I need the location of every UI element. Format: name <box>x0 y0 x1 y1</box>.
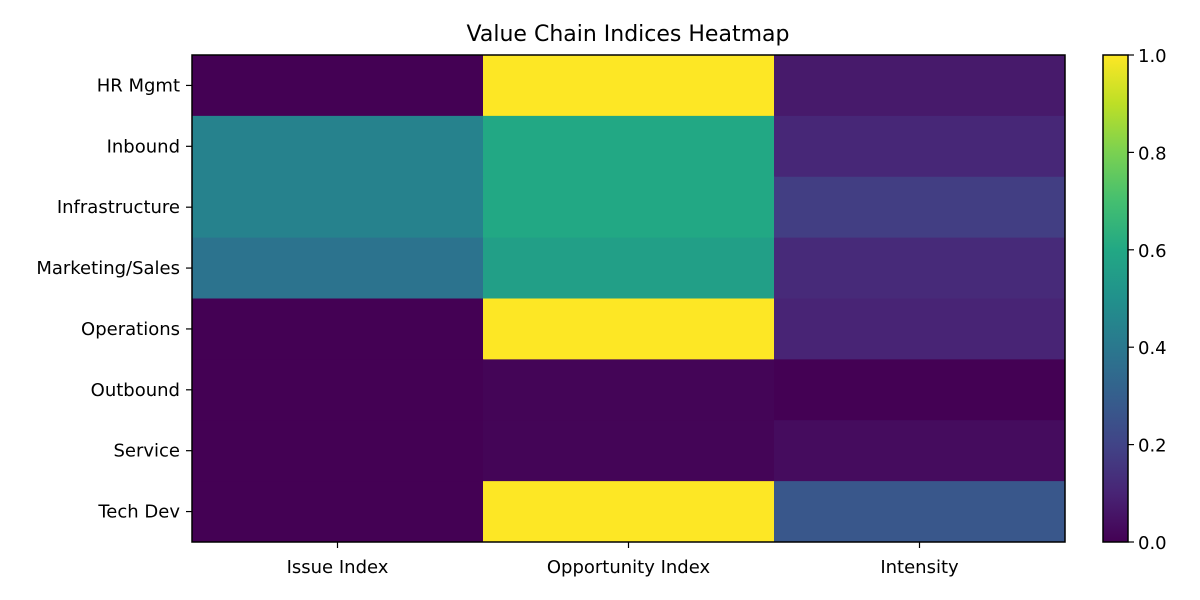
colorbar-tick-label: 1.0 <box>1138 46 1167 67</box>
heatmap-cell <box>483 298 775 360</box>
heatmap-cell <box>483 237 775 299</box>
row-label: Inbound <box>107 136 180 157</box>
heatmap-cell <box>483 55 775 117</box>
heatmap-cell <box>774 237 1066 299</box>
heatmap-cell <box>483 359 775 421</box>
colorbar <box>1102 54 1129 543</box>
heatmap-cell <box>192 298 484 360</box>
heatmap-cell <box>192 55 484 117</box>
column-label: Intensity <box>880 557 959 578</box>
heatmap-cell <box>483 176 775 239</box>
colorbar-ticks: 0.0 0.2 0.4 0.6 0.8 1.0 <box>1128 46 1167 554</box>
heatmap-cell <box>483 481 775 543</box>
row-label: Service <box>113 441 180 462</box>
row-label: Operations <box>81 319 180 340</box>
row-label: Marketing/Sales <box>36 258 180 279</box>
row-label: HR Mgmt <box>97 75 180 96</box>
heatmap-cell <box>774 176 1066 239</box>
row-labels: HR Mgmt Inbound Infrastructure Marketing/Sa… <box>36 75 192 523</box>
column-label: Opportunity Index <box>547 557 711 578</box>
heatmap-cell <box>774 420 1066 482</box>
heatmap-cell <box>192 176 484 239</box>
colorbar-tick-label: 0.0 <box>1138 533 1167 554</box>
heatmap-cell <box>192 481 484 543</box>
heatmap-cell <box>774 359 1066 421</box>
heatmap-cell <box>192 115 484 178</box>
heatmap-cell <box>192 359 484 421</box>
heatmap-cell <box>774 55 1066 117</box>
column-label: Issue Index <box>287 557 389 578</box>
heatmap-cell <box>774 298 1066 360</box>
row-label: Outbound <box>91 380 180 401</box>
colorbar-tick-label: 0.8 <box>1138 143 1167 164</box>
row-label: Tech Dev <box>97 502 180 523</box>
heatmap-cell <box>483 420 775 482</box>
heatmap-cell <box>774 115 1066 178</box>
row-label: Infrastructure <box>57 197 180 218</box>
heatmap-cells <box>192 55 1066 543</box>
heatmap-cell <box>774 481 1066 543</box>
colorbar-tick-label: 0.2 <box>1138 436 1167 457</box>
chart-title: Value Chain Indices Heatmap <box>467 22 790 47</box>
colorbar-tick-label: 0.6 <box>1138 241 1167 262</box>
heatmap-cell <box>192 420 484 482</box>
colorbar-tick-label: 0.4 <box>1138 338 1167 359</box>
heatmap-cell <box>192 237 484 299</box>
column-labels: Issue Index Opportunity Index Intensity <box>287 542 959 578</box>
heatmap-cell <box>483 115 775 178</box>
